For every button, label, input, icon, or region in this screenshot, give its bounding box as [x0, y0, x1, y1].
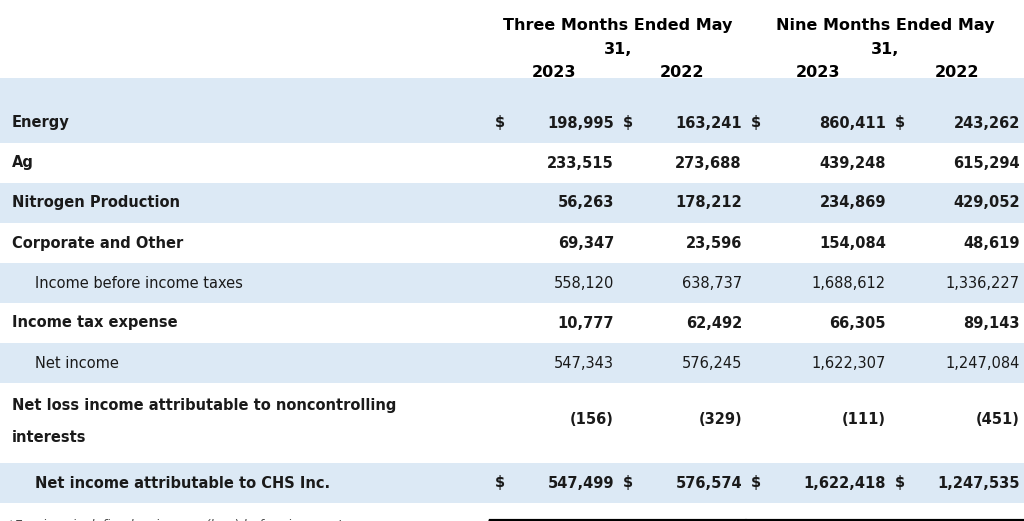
Text: (451): (451)	[976, 412, 1020, 427]
Text: 638,737: 638,737	[682, 276, 742, 291]
Text: 2022: 2022	[659, 65, 705, 80]
Text: $: $	[895, 476, 905, 490]
Text: Net income attributable to CHS Inc.: Net income attributable to CHS Inc.	[35, 476, 330, 490]
Text: Nine Months Ended May: Nine Months Ended May	[776, 18, 994, 33]
Text: 547,343: 547,343	[554, 355, 614, 370]
Text: 154,084: 154,084	[819, 235, 886, 251]
Text: 429,052: 429,052	[953, 195, 1020, 210]
Text: 576,574: 576,574	[676, 476, 742, 490]
Text: 10,777: 10,777	[557, 316, 614, 330]
Text: 243,262: 243,262	[953, 116, 1020, 130]
Text: *Earnings is defined as income (loss) before income taxes.: *Earnings is defined as income (loss) be…	[8, 519, 376, 521]
Text: 66,305: 66,305	[829, 316, 886, 330]
Text: 1,247,535: 1,247,535	[938, 476, 1020, 490]
Bar	[0, 343, 1024, 383]
Text: $: $	[751, 476, 761, 490]
Text: Income before income taxes: Income before income taxes	[35, 276, 243, 291]
Text: (329): (329)	[698, 412, 742, 427]
Text: 178,212: 178,212	[675, 195, 742, 210]
Text: 1,336,227: 1,336,227	[946, 276, 1020, 291]
Text: 1,688,612: 1,688,612	[812, 276, 886, 291]
Text: 31,: 31,	[604, 42, 632, 57]
Text: 2022: 2022	[935, 65, 979, 80]
Text: 1,247,084: 1,247,084	[945, 355, 1020, 370]
Text: $: $	[495, 116, 505, 130]
Text: 615,294: 615,294	[953, 155, 1020, 170]
Text: Corporate and Other: Corporate and Other	[12, 235, 183, 251]
Text: $: $	[495, 476, 505, 490]
Text: $: $	[751, 116, 761, 130]
Bar	[0, 263, 1024, 303]
Text: Nitrogen Production: Nitrogen Production	[12, 195, 180, 210]
Text: 576,245: 576,245	[682, 355, 742, 370]
Text: 163,241: 163,241	[676, 116, 742, 130]
Text: 23,596: 23,596	[686, 235, 742, 251]
Text: 2023: 2023	[531, 65, 577, 80]
Text: 56,263: 56,263	[558, 195, 614, 210]
Text: 1,622,418: 1,622,418	[804, 476, 886, 490]
Text: $: $	[895, 116, 905, 130]
Text: 234,869: 234,869	[819, 195, 886, 210]
Text: Net income: Net income	[35, 355, 119, 370]
Text: 48,619: 48,619	[964, 235, 1020, 251]
Text: $: $	[623, 476, 633, 490]
Text: Three Months Ended May: Three Months Ended May	[504, 18, 733, 33]
Text: 62,492: 62,492	[686, 316, 742, 330]
Text: 273,688: 273,688	[676, 155, 742, 170]
Text: 547,499: 547,499	[548, 476, 614, 490]
Text: 233,515: 233,515	[547, 155, 614, 170]
Text: 31,: 31,	[870, 42, 899, 57]
Text: (156): (156)	[570, 412, 614, 427]
Text: 860,411: 860,411	[819, 116, 886, 130]
Text: Net loss income attributable to noncontrolling: Net loss income attributable to noncontr…	[12, 398, 396, 413]
Bar	[0, 183, 1024, 223]
Text: 2023: 2023	[796, 65, 841, 80]
Text: 89,143: 89,143	[964, 316, 1020, 330]
Text: (111): (111)	[842, 412, 886, 427]
Text: 1,622,307: 1,622,307	[812, 355, 886, 370]
Text: Income tax expense: Income tax expense	[12, 316, 177, 330]
Text: 439,248: 439,248	[819, 155, 886, 170]
Text: Energy: Energy	[12, 116, 70, 130]
Text: $: $	[623, 116, 633, 130]
Text: 69,347: 69,347	[558, 235, 614, 251]
Bar	[0, 103, 1024, 143]
Bar	[0, 78, 1024, 103]
Text: 558,120: 558,120	[554, 276, 614, 291]
Text: interests: interests	[12, 430, 86, 445]
Bar	[0, 463, 1024, 503]
Text: Ag: Ag	[12, 155, 34, 170]
Text: 198,995: 198,995	[547, 116, 614, 130]
